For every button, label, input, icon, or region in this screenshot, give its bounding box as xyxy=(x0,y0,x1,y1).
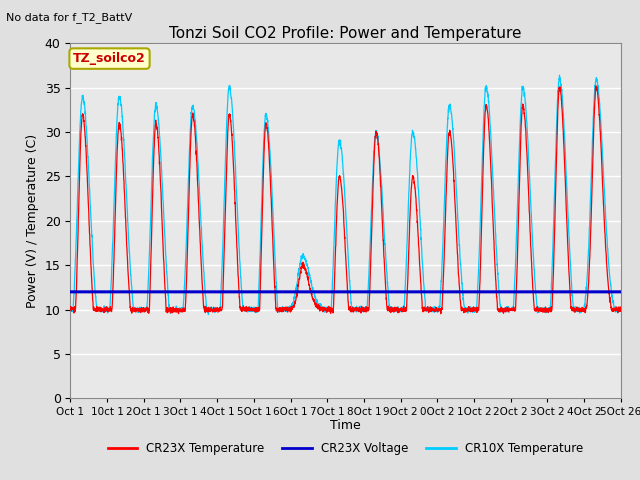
Legend: CR23X Temperature, CR23X Voltage, CR10X Temperature: CR23X Temperature, CR23X Voltage, CR10X … xyxy=(103,438,588,460)
Text: No data for f_T2_BattV: No data for f_T2_BattV xyxy=(6,12,132,23)
X-axis label: Time: Time xyxy=(330,419,361,432)
Title: Tonzi Soil CO2 Profile: Power and Temperature: Tonzi Soil CO2 Profile: Power and Temper… xyxy=(170,25,522,41)
Text: TZ_soilco2: TZ_soilco2 xyxy=(73,52,146,65)
Y-axis label: Power (V) / Temperature (C): Power (V) / Temperature (C) xyxy=(26,134,39,308)
